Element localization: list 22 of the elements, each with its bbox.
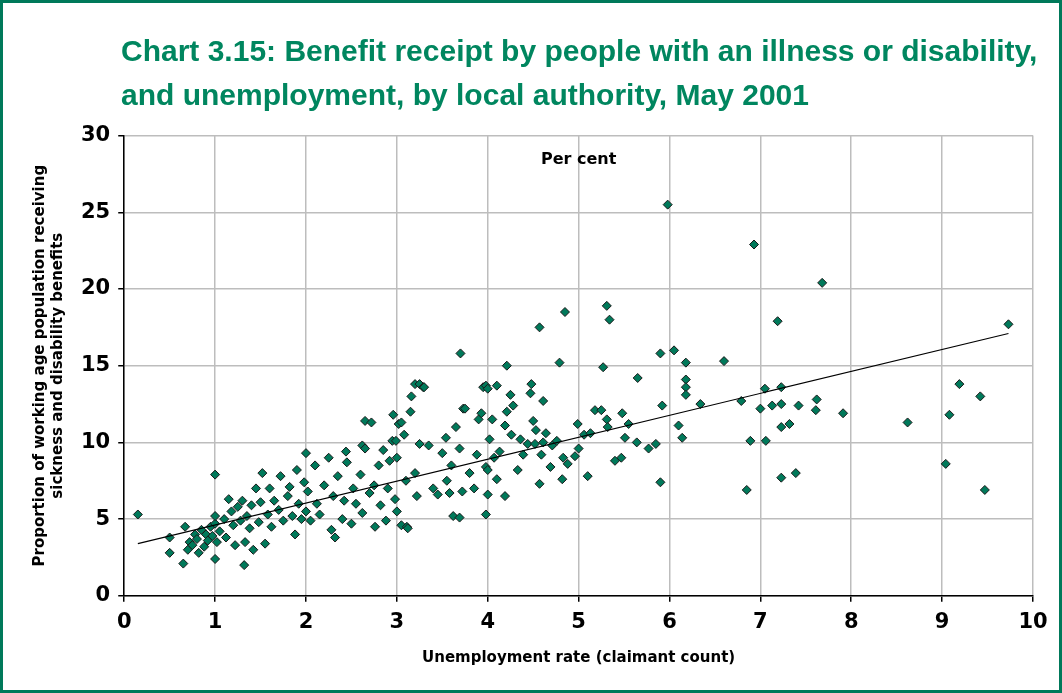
y-axis-title: Proportion of working age population receiving sickness and disability benefits <box>29 164 66 567</box>
y-tick-label: 15 <box>80 352 111 377</box>
x-axis-title: Unemployment rate (claimant count) <box>422 647 736 666</box>
x-tick-label: 8 <box>843 608 859 633</box>
x-tick-label: 1 <box>207 608 223 633</box>
y-tick-label: 5 <box>95 505 111 530</box>
y-tick-label: 25 <box>80 198 111 223</box>
x-tick-label: 4 <box>480 608 496 633</box>
y-tick-label: 10 <box>80 428 111 453</box>
y-tick-label: 30 <box>80 122 111 147</box>
x-tick-label: 6 <box>662 608 677 633</box>
x-tick-label: 9 <box>934 608 950 633</box>
x-tick-label: 10 <box>1018 608 1048 633</box>
x-tick-label: 2 <box>298 608 314 633</box>
x-tick-label: 7 <box>753 608 768 633</box>
x-tick-label: 0 <box>116 608 132 633</box>
annotation: Per cent <box>540 148 617 168</box>
x-tick-label: 3 <box>389 608 405 633</box>
y-tick-label: 20 <box>80 275 111 300</box>
x-tick-label: 5 <box>571 608 586 633</box>
chart-title: Chart 3.15: Benefit receipt by people with an illness or disability, and unemployment, by local authority, May 2001 <box>121 33 1039 113</box>
y-tick-label: 0 <box>95 582 111 607</box>
